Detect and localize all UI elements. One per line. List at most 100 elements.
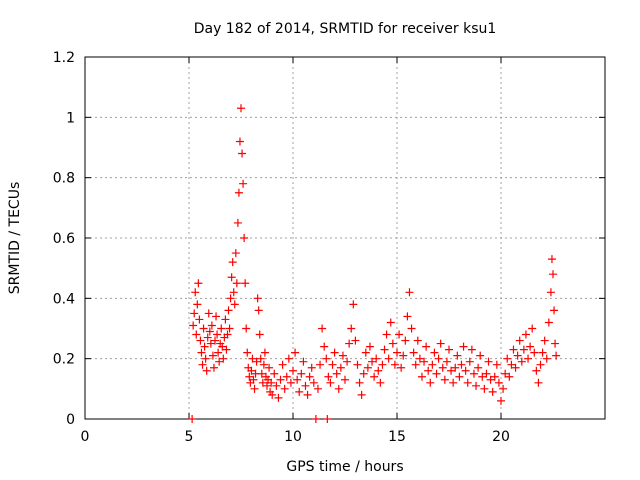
data-point bbox=[482, 369, 491, 378]
data-point bbox=[472, 381, 481, 390]
data-point bbox=[484, 357, 493, 366]
data-point bbox=[447, 366, 456, 375]
data-point bbox=[206, 339, 215, 348]
data-point bbox=[440, 375, 449, 384]
data-point bbox=[428, 360, 437, 369]
data-point bbox=[239, 179, 248, 188]
data-point bbox=[347, 324, 356, 333]
data-point bbox=[242, 324, 251, 333]
data-point bbox=[189, 321, 198, 330]
data-point bbox=[409, 348, 418, 357]
data-point bbox=[449, 378, 458, 387]
data-point bbox=[363, 363, 372, 372]
data-point bbox=[232, 279, 241, 288]
data-point bbox=[303, 390, 312, 399]
data-point bbox=[203, 333, 212, 342]
data-point bbox=[528, 324, 537, 333]
data-point bbox=[461, 366, 470, 375]
data-point bbox=[289, 366, 297, 375]
data-point bbox=[278, 360, 287, 369]
data-point bbox=[323, 415, 332, 423]
y-tick-label: 1.2 bbox=[53, 50, 75, 66]
data-point bbox=[256, 354, 265, 363]
data-point bbox=[544, 318, 553, 327]
data-point bbox=[291, 348, 300, 357]
data-point bbox=[509, 345, 518, 354]
data-point bbox=[284, 354, 293, 363]
data-point bbox=[546, 288, 555, 297]
data-point bbox=[255, 330, 264, 339]
data-point bbox=[357, 390, 366, 399]
data-point bbox=[474, 363, 483, 372]
data-point bbox=[237, 104, 245, 113]
data-point bbox=[538, 348, 547, 357]
data-point bbox=[395, 330, 404, 339]
data-point bbox=[334, 384, 343, 393]
data-point bbox=[305, 372, 314, 381]
data-point bbox=[361, 348, 370, 357]
data-point bbox=[386, 318, 395, 327]
data-point bbox=[196, 336, 205, 345]
data-point bbox=[515, 336, 524, 345]
x-axis-label: GPS time / hours bbox=[286, 459, 403, 475]
data-point bbox=[417, 372, 426, 381]
data-point bbox=[208, 351, 217, 360]
data-point bbox=[197, 348, 206, 357]
data-point bbox=[388, 339, 397, 348]
data-point bbox=[359, 369, 368, 378]
data-point bbox=[280, 384, 289, 393]
data-point bbox=[499, 384, 508, 393]
data-point bbox=[519, 345, 528, 354]
data-point bbox=[430, 348, 439, 357]
data-point bbox=[198, 360, 207, 369]
data-point bbox=[230, 300, 239, 309]
data-point bbox=[382, 330, 391, 339]
data-point bbox=[374, 366, 383, 375]
data-point bbox=[238, 149, 247, 158]
data-point bbox=[224, 306, 233, 315]
data-point bbox=[309, 378, 318, 387]
data-point bbox=[299, 357, 308, 366]
data-point bbox=[204, 309, 213, 318]
data-point bbox=[199, 324, 208, 333]
x-tick-label: 0 bbox=[81, 429, 90, 445]
data-point bbox=[301, 381, 310, 390]
data-point bbox=[494, 378, 503, 387]
data-point bbox=[532, 366, 541, 375]
data-point bbox=[326, 378, 335, 387]
data-point bbox=[205, 327, 214, 336]
y-tick-label: 0.2 bbox=[53, 352, 75, 368]
data-point bbox=[221, 315, 230, 324]
data-point bbox=[530, 348, 539, 357]
data-point bbox=[249, 375, 258, 384]
data-point bbox=[490, 372, 499, 381]
data-point bbox=[322, 354, 331, 363]
data-point bbox=[295, 387, 304, 396]
data-point bbox=[234, 188, 243, 197]
data-point bbox=[378, 360, 387, 369]
data-point bbox=[526, 342, 535, 351]
data-point bbox=[217, 324, 226, 333]
data-point bbox=[368, 357, 377, 366]
data-point bbox=[214, 348, 223, 357]
data-point bbox=[225, 324, 234, 333]
data-point bbox=[211, 336, 219, 345]
data-point bbox=[215, 357, 224, 366]
y-tick-label: 0.4 bbox=[53, 291, 75, 307]
data-point bbox=[241, 279, 250, 288]
data-point bbox=[507, 360, 516, 369]
data-point bbox=[270, 369, 279, 378]
data-point bbox=[505, 372, 514, 381]
data-point bbox=[401, 336, 410, 345]
data-point bbox=[451, 363, 460, 372]
data-point bbox=[245, 372, 254, 381]
data-point bbox=[243, 348, 252, 357]
data-point bbox=[438, 363, 447, 372]
data-point bbox=[313, 384, 322, 393]
data-point bbox=[459, 342, 468, 351]
y-tick-label: 0 bbox=[66, 412, 75, 428]
data-point bbox=[293, 375, 302, 384]
data-point bbox=[265, 363, 274, 372]
data-point bbox=[253, 294, 262, 303]
data-point bbox=[426, 378, 435, 387]
